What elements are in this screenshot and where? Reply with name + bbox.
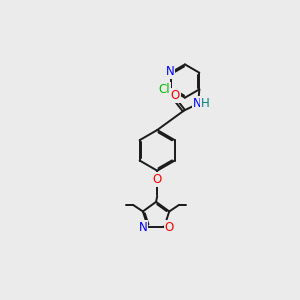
Text: N: N [166,65,174,78]
Text: O: O [170,89,180,102]
Text: O: O [153,173,162,186]
Text: Cl: Cl [158,83,170,96]
Text: N: N [139,221,147,234]
Text: O: O [165,221,174,234]
Text: H: H [201,97,210,110]
Text: N: N [193,97,202,110]
